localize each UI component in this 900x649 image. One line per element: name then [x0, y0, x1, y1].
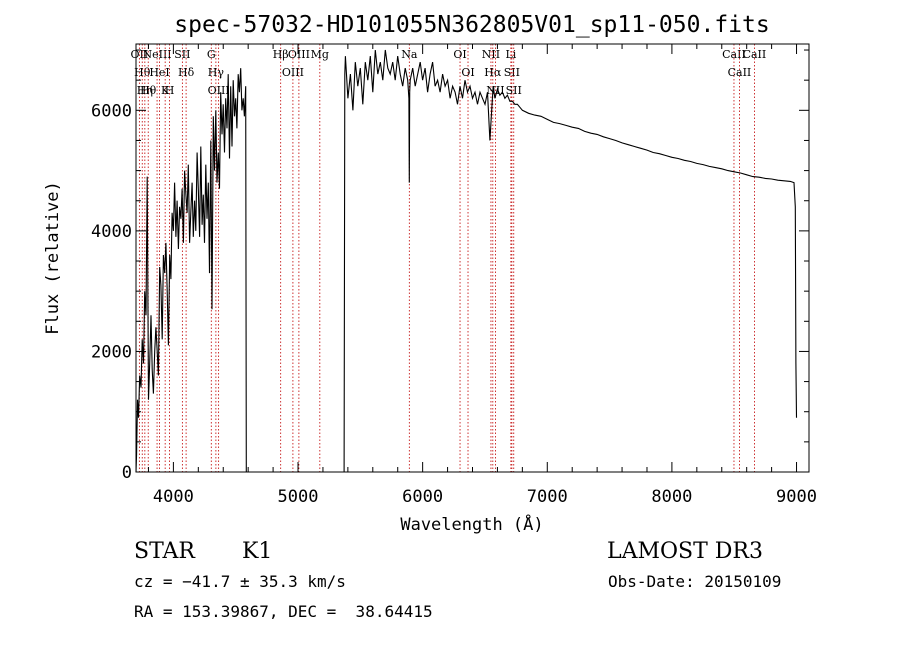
line-marker-label: NII: [482, 48, 500, 61]
observation-date: Obs-Date: 20150109: [608, 572, 782, 591]
survey-name: LAMOST DR3: [607, 539, 763, 564]
line-marker-label: OI: [453, 48, 466, 61]
line-marker-label: HeI: [149, 66, 169, 79]
line-marker-label: Hγ: [208, 66, 225, 79]
spectrum-chart: spec-57032-HD101055N362805V01_sp11-050.f…: [43, 12, 817, 535]
y-axis-label: Flux (relative): [43, 181, 63, 335]
line-marker-label: SII: [174, 48, 190, 61]
line-markers: OIIHθHηHθNeIIIHeIKHSIIHδGHγOIIIHβOIIIOII…: [131, 44, 767, 472]
line-marker-label: Li: [505, 48, 516, 61]
x-tick-label: 9000: [776, 487, 817, 507]
line-marker-label: CaII: [722, 48, 746, 61]
line-marker-label: Hδ: [178, 66, 195, 79]
line-marker-label: Hη: [137, 84, 153, 97]
line-marker-label: Hβ: [273, 48, 289, 61]
x-axis-label: Wavelength (Å): [400, 513, 543, 535]
x-axis: 4000 5000 6000 7000 8000 9000: [147, 44, 817, 507]
x-tick-label: 4000: [153, 487, 194, 507]
line-marker-label: CaII: [743, 48, 767, 61]
line-marker-label: CaII: [728, 66, 752, 79]
line-marker-label: Mg: [311, 48, 329, 61]
line-marker-label: SII: [504, 66, 520, 79]
line-marker-label: Hθ: [140, 84, 157, 97]
line-marker-label: OII: [131, 48, 149, 61]
x-tick-label: 6000: [402, 487, 443, 507]
spectrum-line: [135, 49, 798, 473]
line-marker-label: Hθ: [134, 66, 151, 79]
line-marker-label: G: [207, 48, 216, 61]
x-tick-label: 5000: [278, 487, 319, 507]
y-tick-label: 0: [122, 463, 132, 483]
line-marker-label: OIII: [282, 66, 304, 79]
line-marker-label: K: [161, 84, 170, 97]
line-marker-label: OIII: [288, 48, 310, 61]
y-tick-label: 6000: [91, 101, 132, 121]
line-marker-label: Hα: [484, 66, 502, 79]
line-marker-label: Na: [401, 48, 418, 61]
line-marker-label: NII: [486, 84, 504, 97]
x-tick-label: 8000: [651, 487, 692, 507]
object-class: STAR: [134, 539, 195, 564]
line-marker-label: OI: [461, 66, 474, 79]
line-marker-label: OIII: [208, 84, 230, 97]
object-subclass: K1: [242, 539, 273, 564]
y-axis: 0 2000 4000 6000: [91, 49, 809, 483]
y-tick-label: 4000: [91, 222, 132, 242]
x-tick-label: 7000: [527, 487, 568, 507]
chart-title: spec-57032-HD101055N362805V01_sp11-050.f…: [174, 12, 769, 38]
line-marker-label: SII: [506, 84, 522, 97]
redshift-cz: cz = −41.7 ± 35.3 km/s: [134, 572, 346, 591]
y-tick-label: 2000: [91, 342, 132, 362]
line-marker-label: NeIII: [142, 48, 171, 61]
ra-dec-coordinates: RA = 153.39867, DEC = 38.64415: [134, 602, 433, 621]
line-marker-label: H: [165, 84, 175, 97]
